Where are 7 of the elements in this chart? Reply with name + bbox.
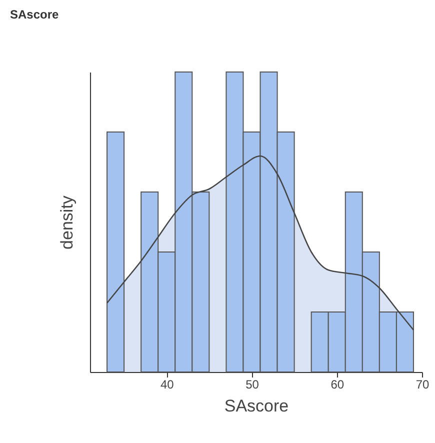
x-tick-label: 50 [246,378,260,392]
chart-title: SAscore [10,8,60,22]
x-tick-label: 70 [416,378,430,392]
x-axis-title: SAscore [224,396,289,416]
x-tick-label: 40 [160,378,174,392]
y-axis-title: density [58,195,76,250]
x-tick-label: 60 [330,378,344,392]
